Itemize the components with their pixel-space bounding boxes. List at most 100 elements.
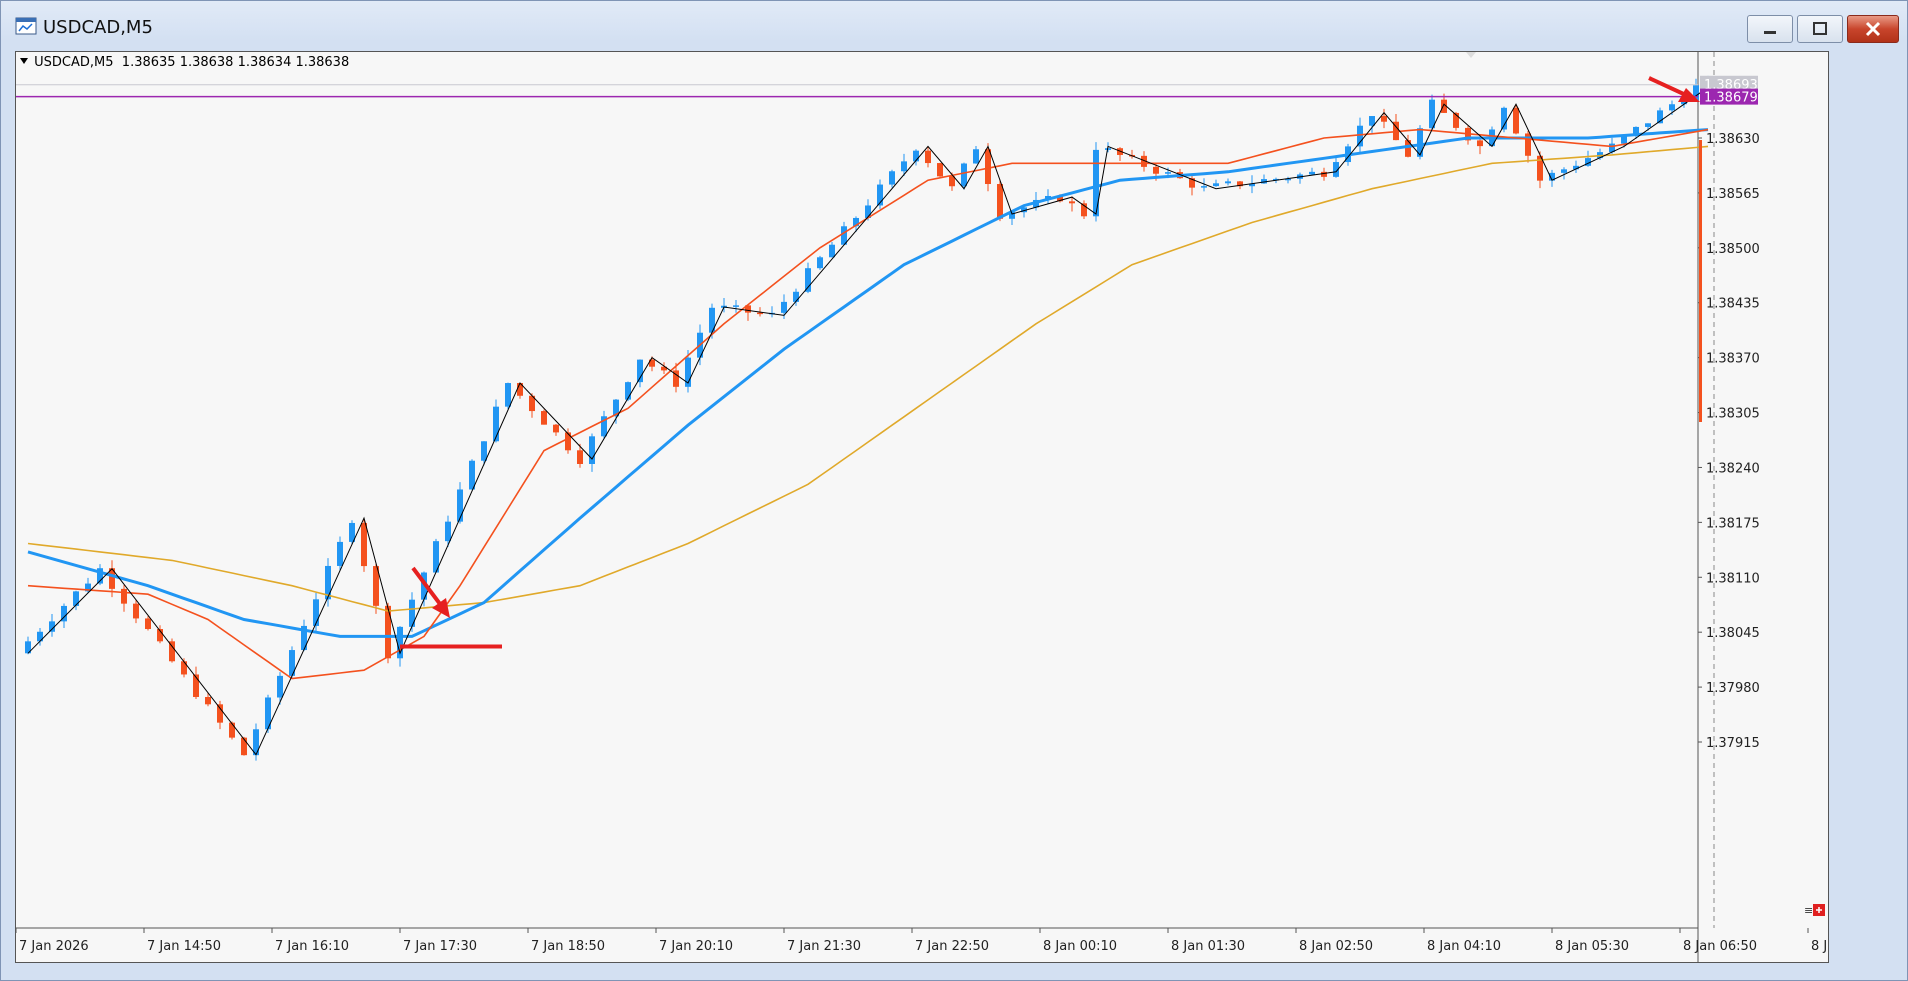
bull-candle — [841, 226, 847, 245]
price-tick-label: 1.38305 — [1706, 407, 1760, 422]
bull-candle — [445, 521, 451, 542]
bear-candle — [157, 629, 163, 642]
header-symbol: USDCAD,M5 — [34, 55, 114, 70]
time-tick-label: 8 Jan 08:10 — [1811, 939, 1828, 954]
time-tick-label: 8 Jan 00:10 — [1043, 939, 1117, 954]
bull-candle — [1021, 207, 1027, 213]
bull-candle — [421, 572, 427, 600]
title-bar[interactable]: USDCAD,M5 — [1, 1, 1907, 45]
bull-candle — [37, 631, 43, 642]
time-tick-label: 8 Jan 05:30 — [1555, 939, 1629, 954]
time-tick-label: 7 Jan 2026 — [19, 939, 89, 954]
bull-candle — [637, 359, 643, 383]
price-tick-label: 1.37980 — [1706, 681, 1760, 696]
bull-candle — [1249, 183, 1255, 187]
bull-candle — [613, 399, 619, 417]
bear-candle — [1189, 178, 1195, 188]
chart-corner-icons[interactable]: ≡ — [1804, 904, 1825, 917]
range-indicator-bar — [1699, 140, 1702, 422]
bear-candle — [553, 424, 559, 433]
bull-candle — [49, 621, 55, 632]
bear-candle — [217, 704, 223, 723]
price-tick-label: 1.38565 — [1706, 187, 1760, 202]
window-title: USDCAD,M5 — [43, 17, 153, 38]
bear-candle — [121, 588, 127, 604]
bull-candle — [1501, 107, 1507, 130]
bull-candle — [253, 729, 259, 756]
bull-candle — [409, 599, 415, 627]
bull-candle — [1681, 100, 1687, 105]
triangle-down-icon[interactable] — [20, 58, 30, 66]
bull-candle — [1225, 181, 1231, 184]
bull-candle — [1645, 123, 1651, 127]
level-price-tag — [1700, 88, 1758, 105]
chart-window-icon — [15, 17, 37, 35]
bear-candle — [1525, 133, 1531, 156]
bull-candle — [1621, 135, 1627, 144]
bull-candle — [1417, 128, 1423, 157]
minimize-button[interactable] — [1747, 15, 1793, 43]
bull-candle — [829, 244, 835, 258]
bear-candle — [673, 370, 679, 387]
price-tick-label: 1.37915 — [1706, 736, 1760, 751]
bull-candle — [1009, 212, 1015, 219]
ma-fast-line — [27, 128, 1709, 680]
bear-candle — [1441, 99, 1447, 113]
maximize-icon — [1813, 22, 1827, 35]
bull-candle — [1429, 99, 1435, 129]
bull-candle — [865, 205, 871, 218]
price-tick-label: 1.38110 — [1706, 571, 1760, 586]
chart-area[interactable]: 1.38630 1.38565 1.38500 1.38435 1.38370 1.383… — [15, 51, 1829, 963]
bull-candle — [1165, 172, 1171, 174]
price-tick-label: 1.38240 — [1706, 461, 1760, 476]
shift-marker-icon[interactable] — [1466, 52, 1476, 58]
time-tick-label: 7 Jan 20:10 — [659, 939, 733, 954]
bear-candle — [241, 737, 247, 756]
bull-candle — [805, 268, 811, 292]
bull-candle — [1549, 172, 1555, 181]
bull-candle — [781, 301, 787, 313]
level-price-label: 1.38679 — [1704, 91, 1758, 106]
time-tick-label: 7 Jan 18:50 — [531, 939, 605, 954]
bull-candle — [457, 489, 463, 522]
bear-candle — [1153, 166, 1159, 174]
bull-candle — [1573, 165, 1579, 170]
bull-candle — [481, 441, 487, 461]
close-icon — [1865, 21, 1881, 37]
red-arrow-breakout[interactable] — [411, 566, 450, 618]
bull-candle — [889, 171, 895, 185]
bull-candle — [817, 257, 823, 269]
bull-candle — [289, 650, 295, 676]
close-button[interactable] — [1847, 15, 1899, 43]
bull-candle — [301, 625, 307, 651]
price-tick-label: 1.38045 — [1706, 626, 1760, 641]
bull-candle — [1333, 162, 1339, 177]
bear-candle — [1081, 203, 1087, 217]
bull-candle — [493, 406, 499, 442]
bear-candle — [109, 568, 115, 589]
bull-candle — [1585, 158, 1591, 166]
bear-candle — [529, 395, 535, 412]
bull-candle — [1669, 104, 1675, 111]
maximize-button[interactable] — [1797, 15, 1843, 43]
bull-candle — [1213, 183, 1219, 187]
bull-candle — [505, 383, 511, 407]
bear-candle — [541, 411, 547, 425]
price-chart[interactable]: 1.38630 1.38565 1.38500 1.38435 1.38370 1.383… — [16, 52, 1828, 962]
red-arrow-top[interactable] — [1648, 76, 1700, 102]
bull-candle — [913, 150, 919, 162]
bull-candle — [601, 416, 607, 437]
bear-candle — [181, 661, 187, 675]
bull-candle — [325, 565, 331, 600]
zigzag-line — [27, 86, 1709, 756]
bull-candle — [1273, 178, 1279, 181]
price-tick-label: 1.38630 — [1706, 132, 1760, 147]
bull-candle — [685, 357, 691, 387]
price-tick-label: 1.38500 — [1706, 242, 1760, 257]
ma-mid-line — [27, 128, 1709, 638]
bear-candle — [925, 150, 931, 164]
header-ohlc: 1.38635 1.38638 1.38634 1.38638 — [121, 55, 350, 70]
time-tick-label: 8 Jan 01:30 — [1171, 939, 1245, 954]
bull-candle — [61, 605, 67, 622]
